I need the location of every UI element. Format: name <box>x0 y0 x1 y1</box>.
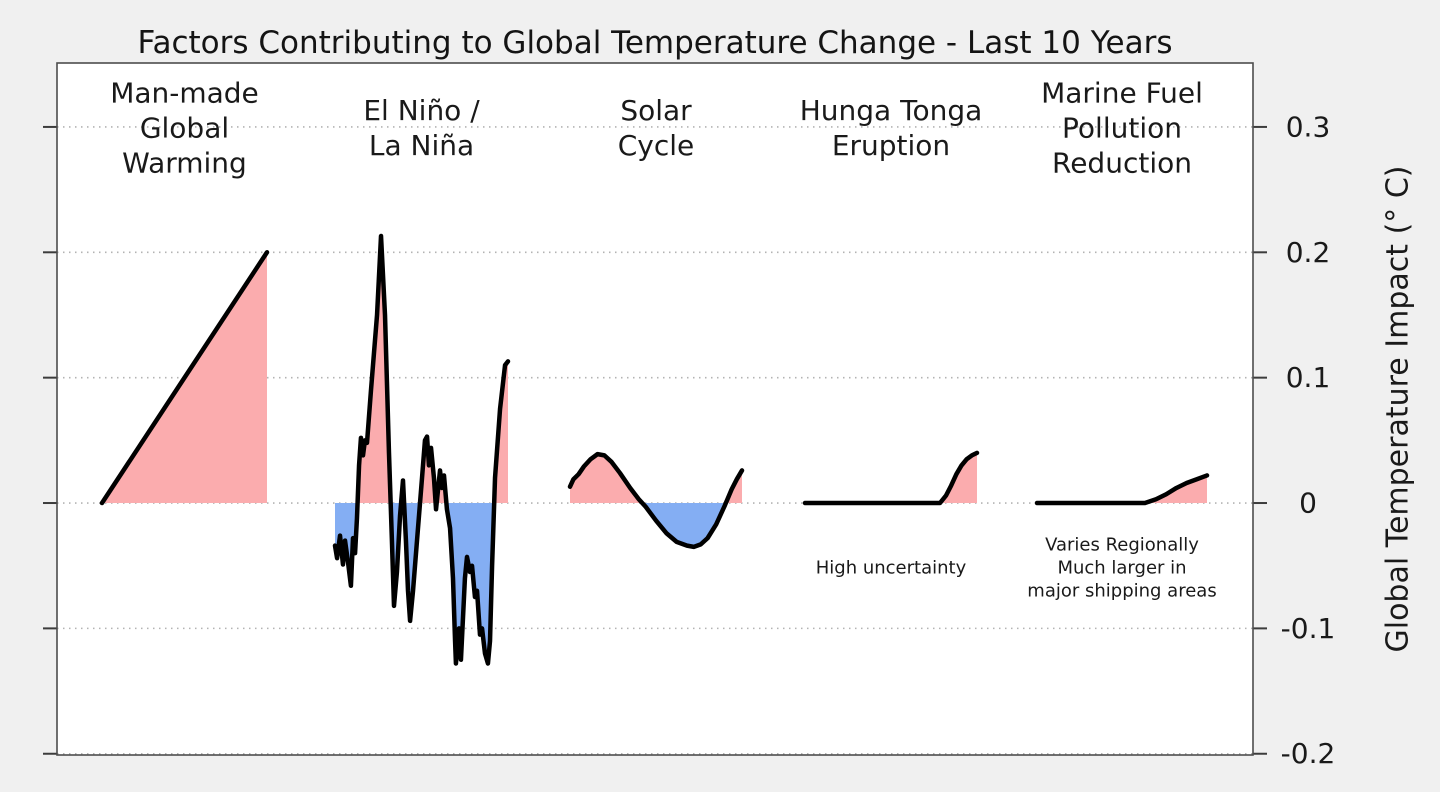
panel-label: Cycle <box>618 129 695 162</box>
y-tick-label: 0.3 <box>1286 110 1331 143</box>
y-tick-label: 0.1 <box>1286 361 1331 394</box>
panel-label: Solar <box>620 94 692 127</box>
panel-label: Pollution <box>1062 112 1182 145</box>
negative-area <box>570 503 742 547</box>
positive-area <box>805 452 977 504</box>
chart-title: Factors Contributing to Global Temperatu… <box>137 25 1173 61</box>
series-line <box>1034 473 1210 506</box>
panel-annotation: major shipping areas <box>1027 581 1216 602</box>
y-tick-label: 0 <box>1299 487 1317 520</box>
series-line <box>802 450 980 506</box>
panel-label: El Niño / <box>363 94 480 127</box>
series-line <box>332 233 511 666</box>
panel-label: Warming <box>122 147 247 180</box>
y-tick-label: 0.2 <box>1286 236 1331 269</box>
y-axis-label: Global Temperature Impact (° C) <box>1381 166 1416 653</box>
plot-border <box>56 62 1254 756</box>
factor-panel-el-nino-la-nina: El Niño /La Niña <box>332 94 511 666</box>
y-tick-label: -0.2 <box>1281 737 1336 770</box>
series-line <box>567 451 745 550</box>
panel-label: Reduction <box>1052 147 1192 180</box>
panel-label: Marine Fuel <box>1041 77 1203 110</box>
y-tick-label: -0.1 <box>1281 612 1336 645</box>
negative-area <box>335 503 508 664</box>
series-line <box>99 250 270 506</box>
panel-annotation: Varies Regionally <box>1045 535 1199 556</box>
panel-annotation: Much larger in <box>1057 558 1186 579</box>
panel-label: La Niña <box>369 129 474 162</box>
panel-label: Eruption <box>832 129 950 162</box>
panel-label: Hunga Tonga <box>800 94 983 127</box>
panel-label: Man-made <box>110 77 259 110</box>
panel-annotation: High uncertainty <box>816 558 967 579</box>
panel-label: Global <box>140 112 229 145</box>
